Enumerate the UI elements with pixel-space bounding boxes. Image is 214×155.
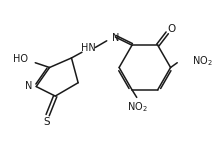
Text: HO: HO	[13, 54, 28, 64]
Text: S: S	[43, 117, 50, 127]
Text: NO$_2$: NO$_2$	[192, 54, 212, 68]
Text: N: N	[112, 33, 120, 43]
Text: HN: HN	[81, 43, 96, 53]
Text: O: O	[167, 24, 175, 34]
Text: N: N	[25, 81, 32, 91]
Text: NO$_2$: NO$_2$	[127, 100, 148, 114]
